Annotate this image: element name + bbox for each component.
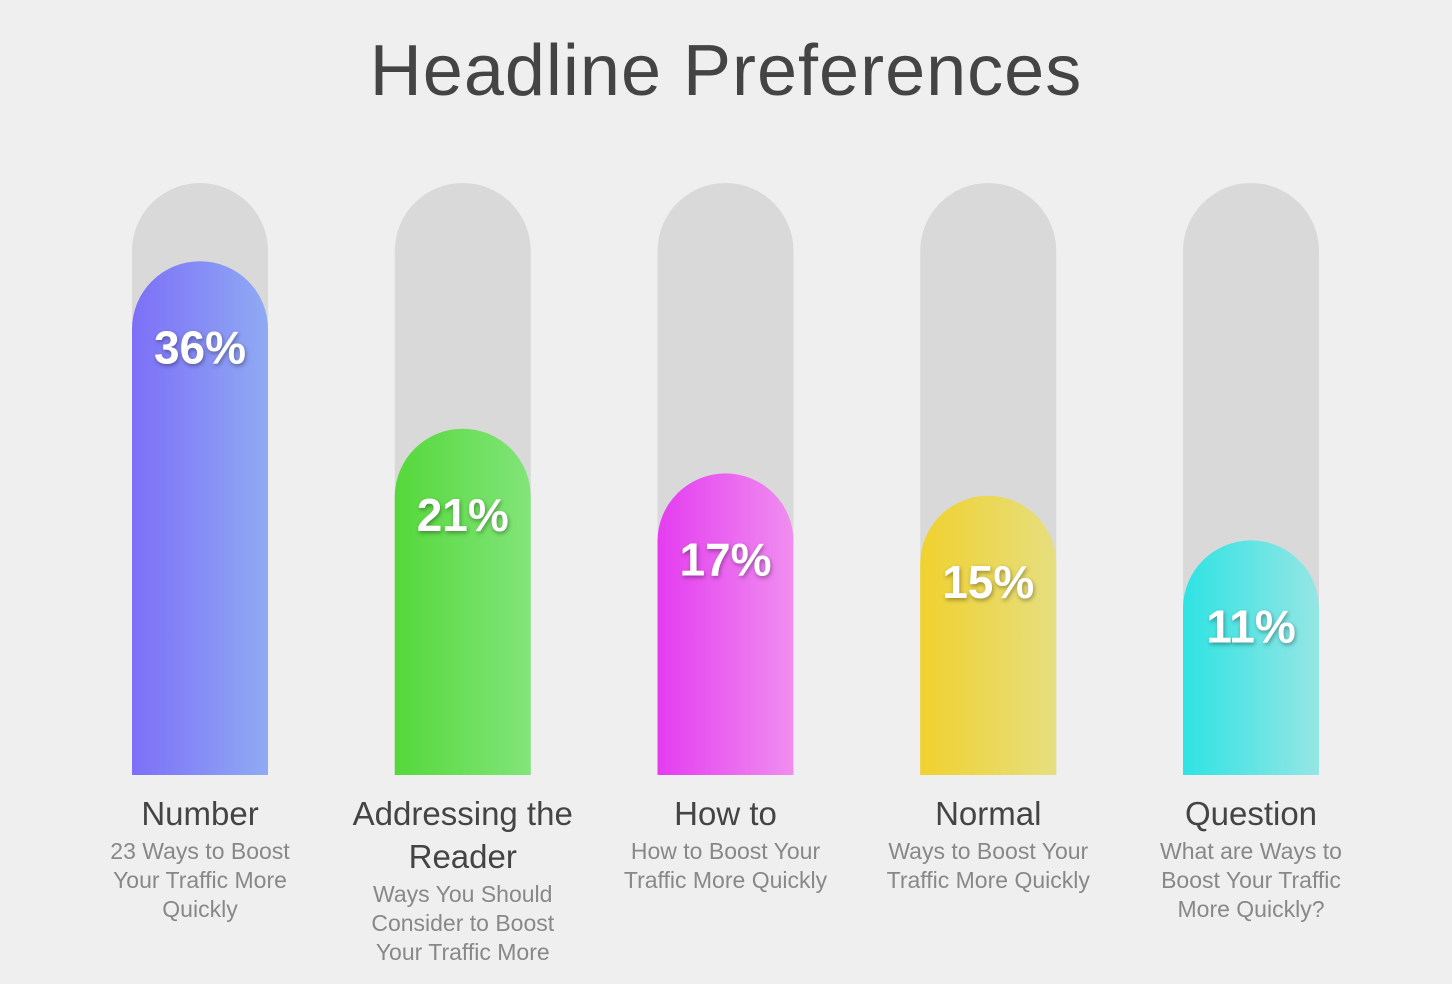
chart-title: Headline Preferences xyxy=(369,31,1083,111)
category-description: Ways to Boost Your Traffic More Quickly xyxy=(886,838,1090,893)
category-description: What are Ways to Boost Your Traffic More… xyxy=(1160,838,1342,922)
bar xyxy=(1183,540,1319,775)
value-label: 15% xyxy=(942,556,1034,608)
bar xyxy=(920,495,1057,775)
category-name: Number xyxy=(141,795,259,832)
category-name: Normal xyxy=(935,795,1042,832)
value-label: 17% xyxy=(679,534,771,586)
bar xyxy=(657,473,794,775)
value-label: 36% xyxy=(154,321,246,373)
category-label: Question What are Ways to Boost Your Traf… xyxy=(1131,792,1371,924)
bar xyxy=(132,261,268,775)
category-label: Number 23 Ways to Boost Your Traffic More… xyxy=(80,792,320,924)
value-label: 21% xyxy=(417,489,509,541)
category-label: How to How to Boost Your Traffic More Qui… xyxy=(606,792,846,895)
category-name: Addressing the Reader xyxy=(352,795,573,875)
category-name: Question xyxy=(1184,795,1318,832)
category-label: Normal Ways to Boost Your Traffic More Qu… xyxy=(868,792,1108,895)
bar xyxy=(394,428,531,775)
category-label: Addressing the Reader Ways You Should Con… xyxy=(343,792,583,967)
category-name: How to xyxy=(674,795,777,832)
category-description: Ways You Should Consider to Boost Your T… xyxy=(371,881,555,965)
value-label: 11% xyxy=(1206,601,1296,653)
category-description: How to Boost Your Traffic More Quickly xyxy=(623,838,828,893)
category-description: 23 Ways to Boost Your Traffic More Quick… xyxy=(110,838,290,922)
